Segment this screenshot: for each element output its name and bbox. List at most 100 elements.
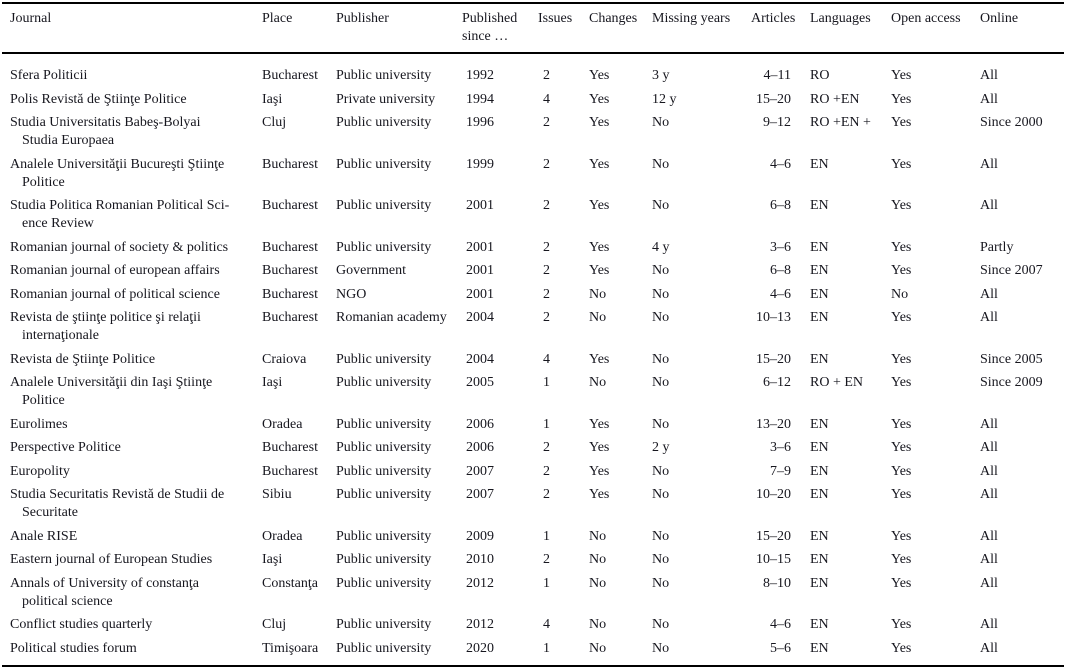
cell-online: All [980,310,998,325]
cell-missing-years: No [652,310,670,325]
cell-languages: EN [810,416,829,432]
cell-published-since: 1994 [466,91,494,107]
cell-open-access: Yes [891,637,980,667]
cell-online: All [980,463,998,479]
cell-place: Iaşi [262,375,283,390]
cell-publisher: Public university [336,156,432,172]
cell-journal: Studia Politica Romanian Political Sci- … [2,195,262,237]
cell-open-access: Yes [891,528,912,544]
cell-place: Craiova [262,351,307,367]
cell-place: Bucharest [262,68,318,83]
col-header-missing-years: Missing years [652,3,751,54]
cell-open-access: Yes [891,552,912,567]
cell-journal: Europolity [2,460,262,484]
cell-open-access: Yes [891,487,912,502]
cell-issues: 2 [543,463,550,479]
cell-articles: 10–20 [756,487,791,502]
cell-missing-years: No [652,487,670,502]
cell-issues: 1 [543,416,550,432]
cell-changes: No [589,286,607,302]
cell-open-access: Yes [891,463,912,479]
cell-missing-years: No [652,286,670,302]
cell-languages: EN [810,351,829,367]
cell-publisher: Public university [336,198,432,213]
cell-articles: 6–8 [770,198,791,213]
journal-name: Studia Politica Romanian Political Sci- … [10,198,230,231]
cell-articles: 15–20 [756,528,791,544]
cell-published-since: 2010 [466,552,494,567]
journal-name: Sfera Politicii [10,68,88,83]
cell-open-access: Yes [891,351,912,367]
cell-articles: 15–20 [756,91,791,107]
cell-articles: 10–13 [756,310,791,325]
cell-journal: Anale RISE [2,525,262,549]
cell-changes: Yes [589,239,610,255]
cell-publisher: Public university [336,528,432,544]
table-row: Revista de ştiinţe politice şi relaţii i… [2,307,1064,349]
cell-place: Cluj [262,617,287,632]
table-row: Studia Securitatis Revistă de Studii de … [2,484,1064,526]
cell-journal: Analele Universităţii Bucureşti Ştiinţe … [2,153,262,195]
cell-articles: 7–9 [770,463,791,479]
cell-languages: EN [810,463,829,479]
table-row: Sfera Politicii Bucharest Public univers… [2,53,1064,88]
cell-place: Timişoara [262,637,336,667]
cell-journal: Conflict studies quarterly [2,614,262,638]
cell-online: Since 2005 [980,351,1043,367]
cell-journal: Studia Securitatis Revistă de Studii de … [2,484,262,526]
cell-articles: 3–6 [770,239,791,255]
cell-changes: Yes [589,351,610,367]
cell-missing-years: No [652,198,670,213]
cell-place: Iaşi [262,552,283,567]
cell-missing-years: 3 y [652,68,670,83]
cell-place: Oradea [262,416,303,432]
cell-languages: EN [810,156,829,172]
cell-online: All [980,416,998,432]
cell-published-since: 2009 [466,528,494,544]
cell-languages: RO +EN + [810,115,871,130]
col-header-languages: Languages [803,3,891,54]
cell-missing-years: No [652,156,670,172]
cell-issues: 2 [543,310,550,325]
cell-missing-years: No [652,617,670,632]
cell-articles: 3–6 [770,440,791,455]
cell-languages: EN [810,575,829,591]
journal-name: Romanian journal of society & politics [10,239,229,255]
cell-published-since: 2004 [466,310,494,325]
cell-missing-years: No [652,115,670,130]
cell-publisher: Public university [336,239,432,255]
cell-missing-years: No [652,637,751,667]
cell-publisher: Private university [336,91,436,107]
cell-published-since: 2012 [466,575,494,591]
journal-name: Perspective Politice [10,440,121,455]
cell-languages: EN [810,617,829,632]
cell-issues: 4 [543,91,550,107]
cell-online: All [980,286,998,302]
cell-journal: Analele Universităţii din Iaşi Ştiinţe P… [2,372,262,414]
cell-published-since: 2005 [466,375,494,390]
cell-place: Bucharest [262,239,318,255]
cell-changes: No [589,617,607,632]
col-header-open-access: Open access [891,3,980,54]
cell-issues: 2 [543,440,550,455]
cell-open-access: Yes [891,68,912,83]
cell-journal: Studia Universitatis Babeş-Bolyai Studia… [2,112,262,154]
cell-changes: Yes [589,487,610,502]
cell-articles: 4–6 [770,286,791,302]
cell-issues: 2 [543,263,550,278]
cell-online: Since 2009 [980,375,1043,390]
table-row: Eurolimes Oradea Public university 2006 … [2,413,1064,437]
cell-published-since: 1996 [466,115,494,130]
journal-name: Europolity [10,463,70,479]
cell-languages: RO + EN [810,375,864,390]
cell-online: All [980,528,998,544]
cell-online: All [980,552,998,567]
cell-changes: Yes [589,115,610,130]
cell-place: Constanţa [262,575,318,591]
cell-changes: No [589,528,607,544]
cell-articles: 9–12 [763,115,791,130]
cell-publisher: Public university [336,463,432,479]
cell-online: All [980,575,998,591]
